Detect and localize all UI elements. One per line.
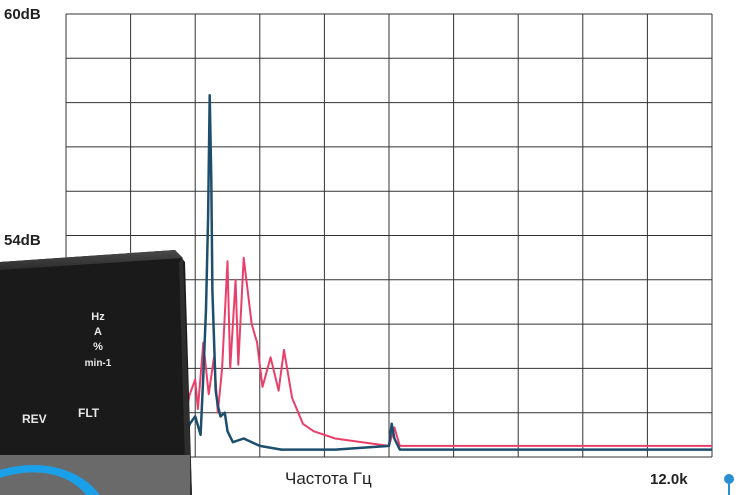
unit-label-a: A <box>94 326 102 338</box>
device-body <box>0 250 192 495</box>
device-top-edge <box>0 250 183 270</box>
flt-label: FLT <box>78 406 100 420</box>
chart-grid <box>65 13 713 458</box>
y-tick-label-top: 60dB <box>4 6 41 23</box>
rev-label: REV <box>22 412 47 426</box>
unit-label-min: min-1 <box>85 358 112 369</box>
x-tick-label-max: 12.0k <box>650 471 688 488</box>
device-blue-ring <box>0 464 100 495</box>
device-side-edge <box>179 258 192 495</box>
y-tick-label-mid: 54dB <box>4 232 41 249</box>
unit-label-percent: % <box>93 341 103 353</box>
x-axis-label: Частота Гц <box>285 469 372 488</box>
unit-label-hz: Hz <box>91 311 105 323</box>
device-lower-panel <box>0 455 190 495</box>
drive-device-overlay: Hz A % min-1 REV FLT <box>0 250 192 495</box>
